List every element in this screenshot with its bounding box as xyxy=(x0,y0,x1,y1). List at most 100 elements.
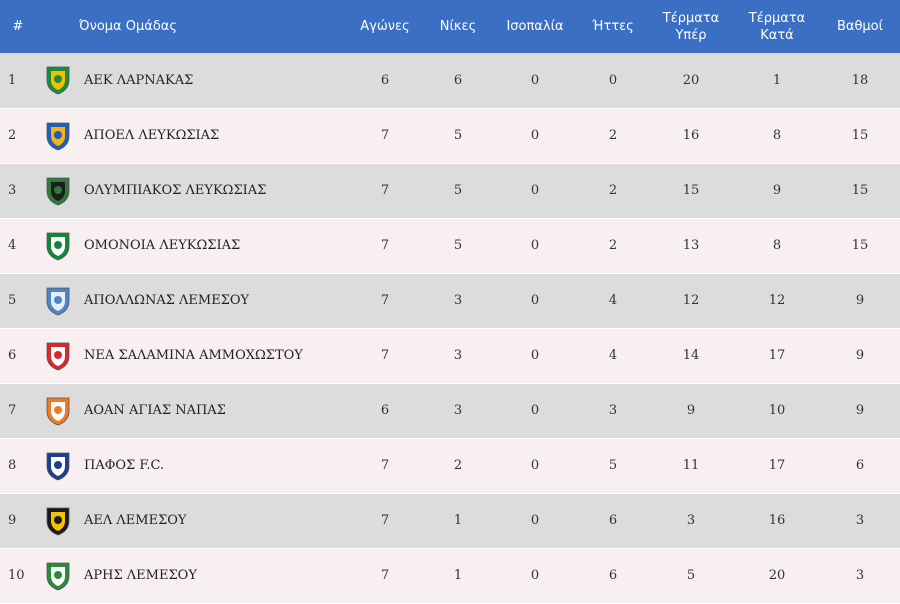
team-name[interactable]: ΑΕΚ ΛΑΡΝΑΚΑΣ xyxy=(84,72,194,88)
header-points[interactable]: Βαθμοί xyxy=(836,19,884,34)
goals-against-cell: 8 xyxy=(734,218,820,274)
goals-against-cell: 17 xyxy=(734,328,820,384)
points-cell: 18 xyxy=(820,53,900,109)
team-link[interactable]: ΑΕΛ ΛΕΜΕΣΟΥ xyxy=(36,505,346,537)
wins-cell: 3 xyxy=(424,273,492,329)
team-link[interactable]: ΑΕΚ ΛΑΡΝΑΚΑΣ xyxy=(36,64,346,96)
points-cell: 9 xyxy=(820,383,900,439)
team-name[interactable]: ΑΟΑΝ ΑΓΙΑΣ ΝΑΠΑΣ xyxy=(84,403,226,418)
table-row[interactable]: 10 ΑΡΗΣ ΛΕΜΕΣΟΥ 7 1 0 6 5 20 3 xyxy=(0,548,900,604)
table-row[interactable]: 7 ΑΟΑΝ ΑΓΙΑΣ ΝΑΠΑΣ 6 3 0 3 9 10 9 xyxy=(0,383,900,439)
team-cell[interactable]: ΝΕΑ ΣΑΛΑΜΙΝΑ ΑΜΜΟΧΩΣΤΟΥ xyxy=(36,328,346,384)
header-goals-for-line1: Τέρματα xyxy=(662,10,720,26)
header-goals-against-line1: Τέρματα xyxy=(748,10,806,26)
table-row[interactable]: 5 ΑΠΟΛΛΩΝΑΣ ΛΕΜΕΣΟΥ 7 3 0 4 12 12 9 xyxy=(0,273,900,329)
points-cell: 9 xyxy=(820,328,900,384)
team-cell[interactable]: ΑΟΑΝ ΑΓΙΑΣ ΝΑΠΑΣ xyxy=(36,383,346,439)
team-cell[interactable]: ΑΕΚ ΛΑΡΝΑΚΑΣ xyxy=(36,53,346,109)
played-cell: 7 xyxy=(346,273,424,329)
losses-cell: 4 xyxy=(578,273,648,329)
goals-for-cell: 20 xyxy=(648,53,734,109)
team-name[interactable]: ΠΑΦΟΣ F.C. xyxy=(84,458,165,473)
goals-against-cell: 12 xyxy=(734,273,820,329)
position-cell: 6 xyxy=(0,328,36,384)
wins-cell: 3 xyxy=(424,383,492,439)
team-cell[interactable]: ΟΛΥΜΠΙΑΚΟΣ ΛΕΥΚΩΣΙΑΣ xyxy=(36,163,346,219)
header-played[interactable]: Αγώνες xyxy=(360,19,410,34)
pafos-fc-logo-icon xyxy=(46,452,70,480)
team-name[interactable]: ΑΕΛ ΛΕΜΕΣΟΥ xyxy=(84,513,187,528)
goals-against-cell: 17 xyxy=(734,438,820,494)
draws-cell: 0 xyxy=(492,53,578,109)
goals-against-cell: 10 xyxy=(734,383,820,439)
position-cell: 2 xyxy=(0,108,36,164)
wins-cell: 5 xyxy=(424,163,492,219)
team-link[interactable]: ΑΠΟΕΛ ΛΕΥΚΩΣΙΑΣ xyxy=(36,120,346,152)
header-team-name[interactable]: Όνομα Ομάδας xyxy=(79,19,177,34)
goals-for-cell: 12 xyxy=(648,273,734,329)
header-goals-against-line2: Κατά xyxy=(760,27,794,43)
team-name[interactable]: ΑΡΗΣ ΛΕΜΕΣΟΥ xyxy=(84,568,197,583)
team-cell[interactable]: ΑΠΟΕΛ ΛΕΥΚΩΣΙΑΣ xyxy=(36,108,346,164)
team-link[interactable]: ΠΑΦΟΣ F.C. xyxy=(36,450,346,482)
position-cell: 4 xyxy=(0,218,36,274)
team-cell[interactable]: ΑΠΟΛΛΩΝΑΣ ΛΕΜΕΣΟΥ xyxy=(36,273,346,329)
draws-cell: 0 xyxy=(492,163,578,219)
team-link[interactable]: ΑΟΑΝ ΑΓΙΑΣ ΝΑΠΑΣ xyxy=(36,395,346,427)
table-row[interactable]: 9 ΑΕΛ ΛΕΜΕΣΟΥ 7 1 0 6 3 16 3 xyxy=(0,493,900,549)
position-cell: 3 xyxy=(0,163,36,219)
aris-limassol-logo-icon xyxy=(46,562,70,590)
team-name[interactable]: ΑΠΟΛΛΩΝΑΣ ΛΕΜΕΣΟΥ xyxy=(84,293,250,308)
goals-for-cell: 11 xyxy=(648,438,734,494)
team-cell[interactable]: ΠΑΦΟΣ F.C. xyxy=(36,438,346,494)
header-draws[interactable]: Ισοπαλία xyxy=(506,19,564,34)
played-cell: 7 xyxy=(346,163,424,219)
losses-cell: 6 xyxy=(578,548,648,604)
team-name[interactable]: ΟΛΥΜΠΙΑΚΟΣ ΛΕΥΚΩΣΙΑΣ xyxy=(84,183,267,198)
losses-cell: 6 xyxy=(578,493,648,549)
team-cell[interactable]: ΟΜΟΝΟΙΑ ΛΕΥΚΩΣΙΑΣ xyxy=(36,218,346,274)
wins-cell: 6 xyxy=(424,53,492,109)
header-goals-against[interactable]: Τέρματα Κατά xyxy=(734,0,820,53)
team-name[interactable]: ΑΠΟΕΛ ΛΕΥΚΩΣΙΑΣ xyxy=(84,128,220,143)
points-cell: 9 xyxy=(820,273,900,329)
losses-cell: 2 xyxy=(578,218,648,274)
table-row[interactable]: 6 ΝΕΑ ΣΑΛΑΜΙΝΑ ΑΜΜΟΧΩΣΤΟΥ 7 3 0 4 14 17 9 xyxy=(0,328,900,384)
draws-cell: 0 xyxy=(492,383,578,439)
team-cell[interactable]: ΑΕΛ ΛΕΜΕΣΟΥ xyxy=(36,493,346,549)
team-link[interactable]: ΑΠΟΛΛΩΝΑΣ ΛΕΜΕΣΟΥ xyxy=(36,285,346,317)
header-losses[interactable]: Ήττες xyxy=(592,19,634,34)
table-row[interactable]: 1 ΑΕΚ ΛΑΡΝΑΚΑΣ 6 6 0 0 20 1 18 xyxy=(0,53,900,109)
draws-cell: 0 xyxy=(492,438,578,494)
team-link[interactable]: ΝΕΑ ΣΑΛΑΜΙΝΑ ΑΜΜΟΧΩΣΤΟΥ xyxy=(36,340,346,372)
team-link[interactable]: ΑΡΗΣ ΛΕΜΕΣΟΥ xyxy=(36,560,346,592)
nea-salamis-logo-icon xyxy=(46,342,70,370)
losses-cell: 0 xyxy=(578,53,648,109)
played-cell: 7 xyxy=(346,548,424,604)
table-row[interactable]: 4 ΟΜΟΝΟΙΑ ΛΕΥΚΩΣΙΑΣ 7 5 0 2 13 8 15 xyxy=(0,218,900,274)
points-cell: 3 xyxy=(820,548,900,604)
draws-cell: 0 xyxy=(492,108,578,164)
goals-for-cell: 13 xyxy=(648,218,734,274)
goals-against-cell: 1 xyxy=(734,53,820,109)
goals-for-cell: 14 xyxy=(648,328,734,384)
table-row[interactable]: 3 ΟΛΥΜΠΙΑΚΟΣ ΛΕΥΚΩΣΙΑΣ 7 5 0 2 15 9 15 xyxy=(0,163,900,219)
header-wins[interactable]: Νίκες xyxy=(439,19,477,34)
team-link[interactable]: ΟΜΟΝΟΙΑ ΛΕΥΚΩΣΙΑΣ xyxy=(36,230,346,262)
table-row[interactable]: 2 ΑΠΟΕΛ ΛΕΥΚΩΣΙΑΣ 7 5 0 2 16 8 15 xyxy=(0,108,900,164)
header-position[interactable]: # xyxy=(12,19,24,34)
wins-cell: 5 xyxy=(424,108,492,164)
team-cell[interactable]: ΑΡΗΣ ΛΕΜΕΣΟΥ xyxy=(36,548,346,604)
team-name[interactable]: ΟΜΟΝΟΙΑ ΛΕΥΚΩΣΙΑΣ xyxy=(84,238,241,253)
header-goals-for-line2: Υπέρ xyxy=(675,27,707,43)
table-row[interactable]: 8 ΠΑΦΟΣ F.C. 7 2 0 5 11 17 6 xyxy=(0,438,900,494)
position-cell: 10 xyxy=(0,548,36,604)
team-name[interactable]: ΝΕΑ ΣΑΛΑΜΙΝΑ ΑΜΜΟΧΩΣΤΟΥ xyxy=(84,348,303,363)
wins-cell: 5 xyxy=(424,218,492,274)
goals-for-cell: 15 xyxy=(648,163,734,219)
header-goals-for[interactable]: Τέρματα Υπέρ xyxy=(648,0,734,53)
played-cell: 7 xyxy=(346,218,424,274)
team-link[interactable]: ΟΛΥΜΠΙΑΚΟΣ ΛΕΥΚΩΣΙΑΣ xyxy=(36,175,346,207)
olympiakos-nicosia-logo-icon xyxy=(46,177,70,205)
